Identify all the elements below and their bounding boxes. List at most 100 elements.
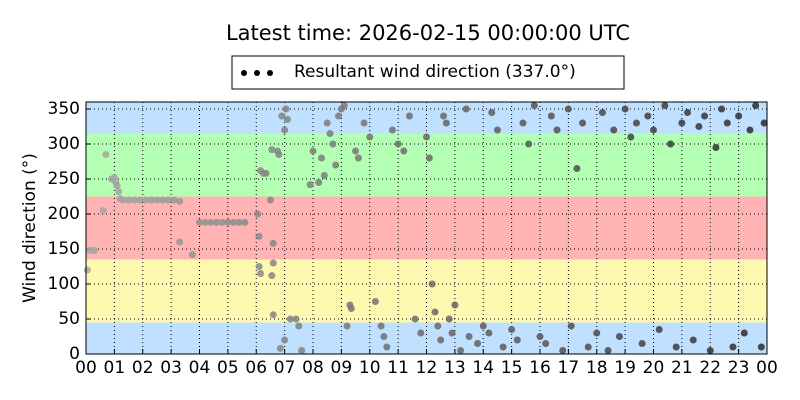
data-point	[142, 196, 150, 204]
x-tick-label: 19	[614, 358, 636, 378]
data-point	[474, 340, 482, 347]
legend-icon	[254, 70, 260, 76]
data-point	[559, 347, 567, 354]
data-point	[388, 126, 396, 134]
data-point	[176, 197, 184, 205]
data-point	[610, 126, 618, 134]
y-tick-label: 300	[48, 134, 80, 154]
data-point	[428, 280, 436, 288]
data-point	[340, 102, 348, 109]
data-point	[207, 218, 215, 226]
y-tick-label: 200	[48, 204, 80, 224]
data-point	[462, 105, 470, 113]
data-point	[740, 329, 748, 337]
data-point	[269, 311, 277, 319]
data-point	[678, 119, 686, 127]
data-point	[366, 133, 374, 141]
data-point	[746, 126, 754, 134]
data-point	[547, 112, 555, 120]
data-point	[281, 126, 289, 134]
x-tick-label: 02	[132, 358, 154, 378]
y-tick-label: 250	[48, 169, 80, 189]
data-point	[269, 259, 277, 267]
x-tick-label: 11	[387, 358, 409, 378]
data-point	[423, 133, 430, 141]
data-point	[159, 196, 167, 204]
data-point	[278, 112, 286, 120]
data-point	[579, 119, 587, 127]
data-point	[286, 315, 294, 323]
data-point	[136, 196, 144, 204]
data-point	[306, 181, 314, 189]
x-tick-label: 06	[245, 358, 267, 378]
x-tick-label: 01	[104, 358, 126, 378]
data-point	[153, 196, 161, 204]
data-point	[564, 105, 572, 113]
chart-title: Latest time: 2026-02-15 00:00:00 UTC	[226, 21, 630, 45]
data-point	[113, 182, 121, 190]
x-tick-label: 09	[331, 358, 353, 378]
data-point	[757, 343, 765, 351]
data-point	[282, 105, 290, 113]
data-point	[125, 196, 133, 204]
data-point	[283, 116, 291, 123]
data-point	[262, 169, 270, 177]
data-point	[255, 232, 263, 240]
data-point	[735, 112, 743, 120]
data-point	[519, 119, 527, 127]
data-point	[701, 112, 709, 120]
legend-box	[231, 55, 625, 90]
data-point	[257, 270, 265, 277]
data-point	[323, 119, 331, 127]
data-point	[281, 336, 289, 344]
data-point	[147, 196, 155, 204]
data-point	[188, 251, 196, 259]
data-point	[485, 329, 493, 337]
data-point	[268, 272, 276, 280]
data-point	[655, 326, 663, 333]
data-point	[320, 172, 328, 179]
data-point	[83, 266, 91, 274]
x-tick-label: 07	[274, 358, 296, 378]
data-point	[309, 147, 317, 155]
data-point	[451, 301, 459, 309]
data-point	[275, 151, 283, 158]
legend-icon	[267, 70, 273, 76]
data-point	[164, 196, 172, 204]
x-tick-label: 22	[699, 358, 721, 378]
data-point	[598, 109, 606, 116]
x-tick-label: 15	[501, 358, 523, 378]
data-point	[553, 126, 561, 134]
data-point	[604, 347, 612, 354]
data-point	[298, 347, 306, 354]
x-tick-label: 17	[558, 358, 580, 378]
x-tick-label: 00	[756, 358, 778, 378]
data-point	[425, 154, 433, 162]
x-tick-label: 04	[189, 358, 211, 378]
data-point	[218, 218, 226, 226]
data-point	[712, 144, 720, 151]
data-point	[326, 130, 334, 137]
data-point	[499, 343, 507, 351]
x-tick-label: 20	[643, 358, 665, 378]
x-tick-label: 18	[586, 358, 608, 378]
x-tick-label: 05	[217, 358, 239, 378]
y-tick-label: 50	[58, 309, 80, 329]
data-point	[255, 263, 263, 270]
data-point	[752, 102, 760, 109]
data-point	[201, 218, 209, 226]
data-point	[347, 305, 355, 312]
y-tick-label: 100	[48, 274, 80, 294]
legend-icon	[241, 70, 247, 76]
data-point	[542, 340, 550, 347]
data-point	[380, 333, 388, 340]
data-point	[573, 165, 581, 172]
data-point	[448, 329, 456, 337]
data-point	[729, 343, 737, 351]
data-point	[354, 154, 362, 162]
data-point	[343, 322, 351, 330]
y-tick-label: 350	[48, 99, 80, 119]
data-point	[530, 102, 538, 109]
x-tick-label: 00	[75, 358, 97, 378]
data-point	[196, 218, 203, 226]
